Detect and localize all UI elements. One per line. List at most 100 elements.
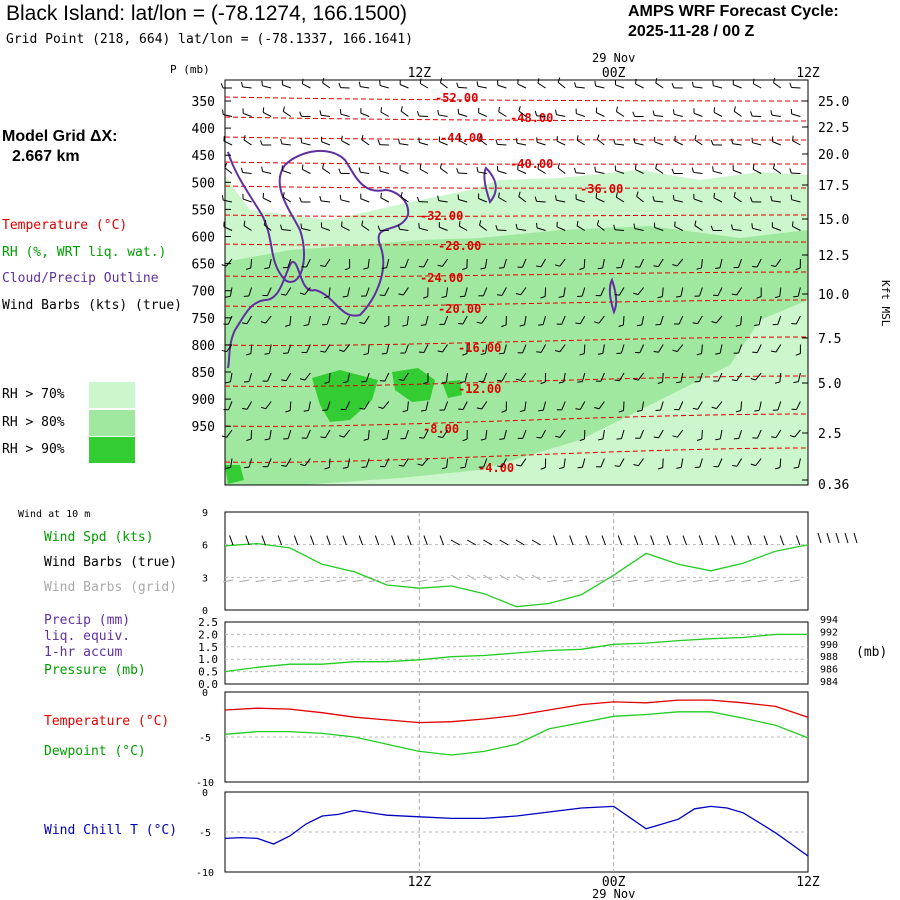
surface-wind-barb-true <box>585 535 590 546</box>
temperature-contour-line <box>224 116 809 122</box>
wind-barb-flag <box>497 379 503 382</box>
wind-barb <box>752 227 762 231</box>
wind-barb-flag <box>380 192 382 198</box>
wind-barb <box>462 315 468 325</box>
wind-barb-flag <box>731 138 734 144</box>
wind-barb <box>615 84 625 89</box>
wind-barb <box>791 199 801 203</box>
wind-barb <box>738 258 743 268</box>
wind-barb-flag <box>594 80 597 87</box>
wind-barb <box>458 199 468 203</box>
wind-barb <box>524 315 527 325</box>
wind-barb <box>540 258 547 268</box>
legend-rh: RH (%, WRT liq. wat.) <box>2 245 167 260</box>
wind-barb <box>602 258 605 268</box>
wind-barb <box>360 86 370 89</box>
wind-barb-flag <box>358 167 361 173</box>
surface-wind-barb-true <box>374 535 380 546</box>
time-tick-label: 12Z <box>408 66 432 81</box>
temperature-tick-label: -10 <box>196 778 214 789</box>
wind-barb <box>301 142 311 146</box>
wind-barb-flag <box>339 194 342 200</box>
wind-barb <box>229 372 233 382</box>
wind-barb <box>380 85 389 89</box>
wind-barb <box>540 344 547 353</box>
temperature-contour-label: -8.00 <box>423 422 459 436</box>
temperature-contour-label: -12.00 <box>458 382 501 396</box>
wind-barb <box>771 114 781 117</box>
wind-barb-flag <box>754 409 760 412</box>
wind-barb <box>639 429 645 439</box>
wind-barb-flag <box>515 378 521 381</box>
wind-barb-flag <box>497 294 503 296</box>
wind-barb <box>308 315 311 325</box>
wind-barb-flag <box>750 196 753 203</box>
surface-wind-barb-grid <box>595 579 606 583</box>
wind-barb-flag <box>263 219 267 225</box>
wind-barb-flag <box>222 109 224 115</box>
wind-barb-flag <box>536 265 542 268</box>
temperature-panel-frame <box>224 691 809 783</box>
wind-barb <box>399 84 409 89</box>
wind-barb <box>719 344 723 354</box>
surface-wind-barb-true <box>277 535 283 546</box>
wind-barb <box>246 401 253 410</box>
wind-chill-panel-frame <box>224 791 809 873</box>
wind-barb-flag <box>299 111 302 117</box>
surface-wind-barb-grid <box>531 574 541 581</box>
wind-barb <box>717 287 723 296</box>
forecast-cycle-label: AMPS WRF Forecast Cycle: <box>628 3 839 20</box>
wind-barb-flag <box>558 466 565 470</box>
wind-barb <box>340 199 350 203</box>
wind-barb <box>618 287 625 296</box>
wind-barb-flag <box>480 352 486 356</box>
wind-barb-flag <box>417 463 423 466</box>
wind-barb-flag <box>462 267 468 271</box>
wind-barb-flag <box>402 409 408 413</box>
surface-wind-barb-true <box>826 532 831 544</box>
wind-barb <box>242 112 252 117</box>
wind-barb <box>248 287 253 297</box>
wind-barb-flag <box>735 409 741 413</box>
wind-barb <box>262 170 272 174</box>
wind-barb <box>384 372 390 382</box>
wind-barb <box>637 372 644 381</box>
wind-barb-flag <box>498 106 501 112</box>
wind-barb-flag <box>419 78 422 84</box>
wind-barb-flag <box>242 408 248 410</box>
surface-wind-barb-true <box>229 535 234 546</box>
wind-barb <box>302 168 311 174</box>
wind-barb-flag <box>633 464 639 467</box>
wind-barb-flag <box>594 321 600 324</box>
wind-barb-flag <box>459 381 466 383</box>
date-label: 29 Nov <box>592 887 635 900</box>
wind-barb <box>285 372 292 381</box>
wind-barb <box>713 197 723 203</box>
wind-barb <box>501 372 507 382</box>
wind-barb <box>596 197 605 203</box>
wind-speed-line <box>224 542 809 608</box>
wind-barb-flag <box>476 81 479 87</box>
wind-barb-flag <box>339 435 345 438</box>
wind-barb <box>289 315 292 326</box>
wind-barb <box>674 226 684 231</box>
wind-barb <box>282 169 291 174</box>
wind-barb <box>536 141 546 146</box>
wind-barb-flag <box>437 436 443 439</box>
wind-barb <box>654 200 664 203</box>
wind-barb-flag <box>636 191 639 197</box>
temperature-contour-line <box>224 271 809 278</box>
wind-barb <box>697 401 703 410</box>
wind-barb <box>419 142 429 146</box>
wind-barb <box>756 344 762 353</box>
time-tick-label: 00Z <box>602 66 626 81</box>
wind-barb-flag <box>246 353 252 356</box>
wind-barb-flag <box>501 410 507 413</box>
wind-barb <box>598 401 605 410</box>
wind-barb-flag <box>400 191 403 197</box>
wind-barb <box>583 258 586 269</box>
temperature-line <box>224 699 809 724</box>
wind-barb <box>443 315 449 325</box>
wind-barb-flag <box>495 139 498 145</box>
